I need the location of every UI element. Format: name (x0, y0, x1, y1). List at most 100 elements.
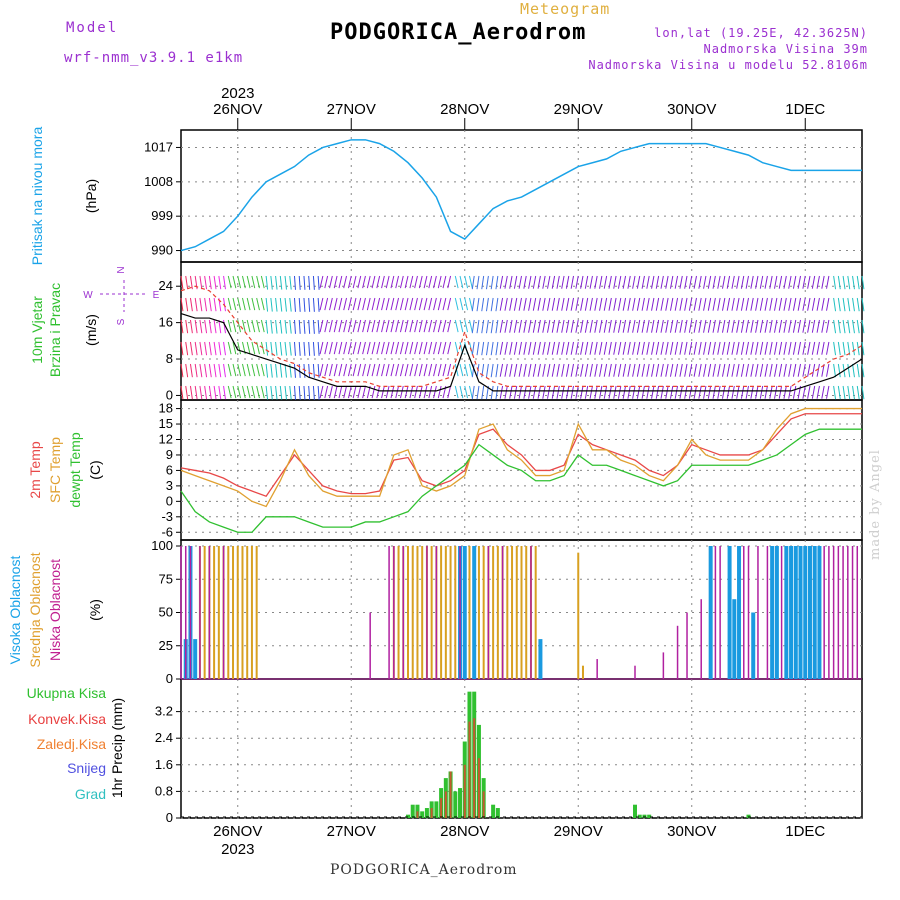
mid-cloud-bar (449, 546, 452, 679)
wind-arrow (260, 297, 265, 311)
wind-arrow (476, 275, 480, 290)
wind-arrow (490, 319, 494, 334)
wind-arrow (324, 363, 329, 377)
wind-arrow (298, 341, 301, 356)
conv-precip-bar (440, 798, 443, 818)
wind-arrow (499, 297, 504, 311)
total-precip-bar (495, 808, 500, 818)
wind-arrow (556, 275, 560, 289)
wind-arrow (745, 319, 749, 333)
wind-arrow (679, 275, 683, 289)
wind-arrow (294, 363, 296, 378)
wind-arrow (395, 297, 400, 311)
wind-arrow (518, 319, 522, 333)
wind-arrow (603, 275, 608, 289)
wind-axis-label-1: 10m Vjetar (29, 296, 45, 364)
wind-arrow (481, 297, 485, 312)
mid-cloud-bar (241, 546, 244, 679)
wind-arrow (260, 363, 265, 377)
wind-arrow (641, 341, 645, 355)
low-cloud-bar (766, 546, 769, 679)
wind-arrow (459, 385, 464, 399)
panel-frame-wind (180, 261, 863, 401)
wind-arrow (842, 297, 846, 312)
wind-arrow (608, 385, 612, 399)
wind-arrow (740, 319, 745, 333)
wind-arrow (717, 275, 721, 289)
wind-arrow (490, 341, 494, 356)
wind-arrow (547, 275, 551, 289)
wind-arrow (376, 385, 381, 399)
high-cloud-bar (817, 546, 822, 679)
wind-arrow (764, 275, 768, 289)
meteogram-label: Meteogram (520, 0, 611, 18)
wind-arrow (275, 297, 278, 312)
wind-arrow (289, 297, 292, 312)
wind-arrow (504, 275, 508, 289)
wind-arrow (788, 297, 792, 311)
wind-arrow (674, 341, 679, 355)
wind-arrow (599, 363, 603, 377)
mid-cloud-bar (496, 546, 499, 679)
wind-arrow (256, 363, 260, 377)
wind-arrow (294, 385, 296, 400)
wind-arrow (246, 341, 251, 355)
wind-arrow (580, 385, 584, 399)
wind-arrow (646, 297, 650, 311)
wind-arrow (357, 275, 362, 289)
low-cloud-bar (856, 546, 859, 679)
wind-arrow (802, 275, 806, 289)
wind-arrow (454, 341, 459, 355)
wind-arrow (241, 297, 246, 311)
wind-arrow (774, 385, 778, 399)
wind-arrow (499, 385, 504, 399)
wind-arrow (764, 297, 768, 311)
low-cloud-bar (634, 665, 636, 679)
wind-arrow (632, 385, 636, 399)
wind-arrow (674, 275, 679, 289)
mid-cloud-bar (227, 546, 230, 679)
wind-arrow (693, 363, 697, 377)
wind-arrow (270, 385, 273, 400)
wind-arrow (204, 385, 208, 400)
wind-arrow (371, 297, 376, 311)
y-tick-label: 0.8 (155, 783, 173, 798)
wind-arrow (599, 297, 603, 311)
wind-arrow (414, 297, 418, 311)
low-cloud-bar (435, 546, 438, 679)
t2m-line (180, 413, 862, 497)
wind-arrow (490, 275, 494, 290)
wind-arrow (807, 363, 811, 377)
wind-arrow (788, 341, 792, 355)
wind-arrow (537, 385, 541, 399)
wind-arrow (570, 341, 575, 355)
wind-arrow-field (180, 275, 865, 400)
date-label-year-top: 2023 (221, 85, 254, 102)
wind-arrow (802, 363, 806, 377)
wind-arrow (679, 363, 683, 377)
wind-arrow (275, 341, 278, 356)
wind-arrow (797, 341, 802, 355)
wind-arrow (260, 275, 265, 289)
wind-arrow (608, 319, 612, 333)
wind-arrow (551, 319, 556, 333)
wind-arrow (347, 297, 352, 311)
wind-arrow (565, 385, 570, 399)
wind-arrow (665, 385, 669, 399)
wind-arrow (613, 341, 617, 355)
pressure-axis-label: Pritisak na nivou mora (29, 127, 45, 266)
wind-arrow (833, 297, 837, 312)
wind-arrow (333, 341, 338, 355)
wind-arrow (740, 297, 745, 311)
wind-arrow (471, 363, 475, 378)
wind-arrow (414, 341, 418, 355)
wind-arrow (357, 297, 362, 311)
wind-arrow (347, 275, 352, 289)
wind-arrow (194, 297, 198, 312)
wind-arrow (385, 363, 390, 377)
wind-arrow (613, 385, 617, 399)
date-label-bottom: 29NOV (554, 823, 603, 840)
mid-cloud-bar (246, 546, 249, 679)
wind-arrow (329, 363, 333, 377)
wind-arrow (447, 363, 452, 377)
